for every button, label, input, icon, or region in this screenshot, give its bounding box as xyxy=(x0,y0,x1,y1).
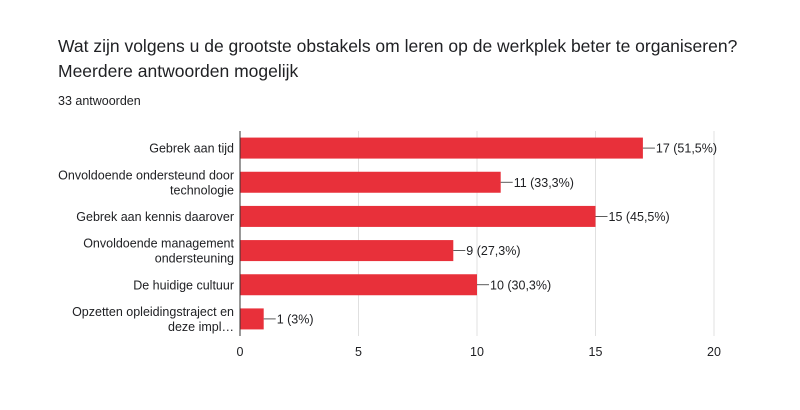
data-label: 10 (30,3%) xyxy=(490,278,551,292)
bar xyxy=(240,240,454,262)
category-label: Opzetten opleidingstraject en xyxy=(72,305,234,319)
question-line-1: Wat zijn volgens u de grootste obstakels… xyxy=(58,36,738,56)
data-label: 1 (3%) xyxy=(277,312,314,326)
x-tick-label: 15 xyxy=(589,345,603,359)
x-tick-label: 20 xyxy=(707,345,721,359)
x-tick-label: 10 xyxy=(470,345,484,359)
data-label: 9 (27,3%) xyxy=(466,244,520,258)
data-label: 17 (51,5%) xyxy=(656,142,717,156)
bar xyxy=(240,205,596,227)
response-count: 33 antwoorden xyxy=(58,94,141,108)
category-label: deze impl… xyxy=(168,320,234,334)
bar xyxy=(240,171,501,193)
x-tick-label: 5 xyxy=(355,345,362,359)
category-label: technologie xyxy=(170,183,234,197)
category-label: Onvoldoende ondersteund door xyxy=(58,168,234,182)
category-label: Gebrek aan kennis daarover xyxy=(76,210,234,224)
bar xyxy=(240,308,264,330)
data-label: 11 (33,3%) xyxy=(514,176,574,190)
category-label: Onvoldoende management xyxy=(83,237,234,251)
x-tick-label: 0 xyxy=(237,345,244,359)
category-label: De huidige cultuur xyxy=(133,278,234,292)
question-line-2: Meerdere antwoorden mogelijk xyxy=(58,61,299,81)
chart-title: Wat zijn volgens u de grootste obstakels… xyxy=(58,34,758,84)
bar xyxy=(240,137,643,159)
category-label: Gebrek aan tijd xyxy=(149,142,234,156)
bar xyxy=(240,274,477,296)
data-label: 15 (45,5%) xyxy=(609,210,670,224)
category-label: ondersteuning xyxy=(155,252,234,266)
